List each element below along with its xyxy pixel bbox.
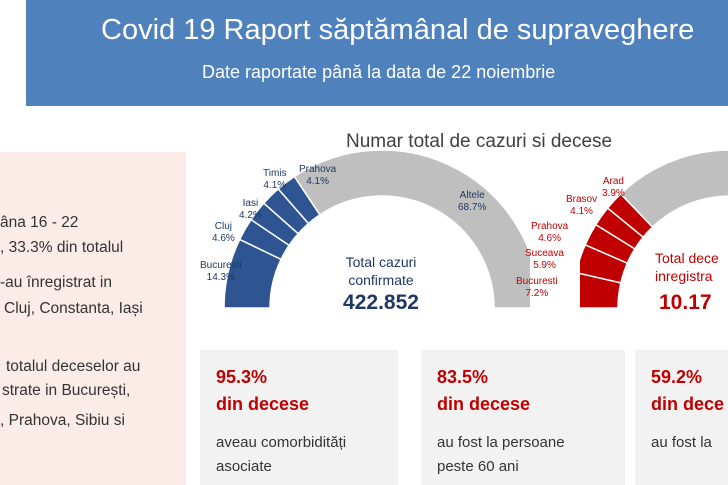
card-heading: din decese	[437, 394, 531, 414]
card-percent: 59.2%	[651, 367, 703, 387]
label-timis: Timis 4.1%	[263, 168, 287, 191]
stat-card-age: 83.5% din decese au fost la persoane pest…	[421, 350, 625, 485]
page-subtitle: Date raportate până la data de 22 noiemb…	[202, 62, 556, 82]
summary-line: , 33.3% din totalul	[0, 239, 124, 256]
stat-card-comorbidities: 95.3% din decese aveau comorbidități asoc…	[200, 350, 398, 485]
cases-total: 422.852	[343, 291, 419, 314]
deaths-segment-rest	[619, 150, 728, 229]
card-percent: 95.3%	[216, 367, 268, 387]
card-percent: 83.5%	[437, 367, 489, 387]
chart-title: Numar total de cazuri si decese	[346, 131, 613, 152]
summary-line: totalul deceselor au	[6, 358, 141, 375]
label-suceava: Suceava 5.9%	[525, 248, 564, 271]
deaths-center-label: Total dece inregistra	[655, 250, 719, 284]
cases-segment-altele	[293, 150, 530, 309]
deaths-total: 10.17	[659, 291, 712, 314]
cases-center-label: Total cazuri confirmate	[345, 254, 417, 288]
page-title: Covid 19 Raport săptămânal de supraveghe…	[101, 14, 695, 46]
card-description: au fost la	[651, 434, 712, 451]
summary-line: -au înregistrat in	[0, 274, 112, 291]
label-altele: Altele 68.7%	[458, 190, 487, 213]
label-bucuresti-deaths: Bucuresti 7.2%	[516, 276, 558, 299]
card-description: aveau comorbidități asociate	[216, 434, 347, 475]
summary-panel: âna 16 - 22 , 33.3% din totalul -au înre…	[0, 152, 186, 485]
cases-gauge	[223, 150, 530, 309]
label-iasi: Iasi 4.2%	[239, 198, 262, 221]
summary-line: strate in București,	[2, 382, 131, 399]
label-prahova-deaths: Prahova 4.6%	[531, 221, 569, 244]
label-arad: Arad 3.9%	[602, 176, 625, 199]
card-heading: din dece	[651, 394, 725, 414]
label-brasov: Brasov 4.1%	[566, 194, 598, 217]
header-banner: Covid 19 Raport săptămânal de supraveghe…	[26, 0, 728, 106]
card-description: au fost la persoane peste 60 ani	[437, 434, 565, 475]
card-heading: din decese	[216, 394, 310, 414]
summary-line: , Prahova, Sibiu si	[0, 412, 125, 429]
label-cluj: Cluj 4.6%	[212, 221, 235, 244]
deaths-gauge	[580, 150, 728, 309]
stat-card-third: 59.2% din dece au fost la	[635, 350, 728, 485]
label-prahova: Prahova 4.1%	[299, 164, 337, 187]
label-bucuresti: Bucuresti 14.3%	[200, 260, 242, 283]
summary-line: Cluj, Constanta, Iași	[4, 300, 143, 317]
summary-line: âna 16 - 22	[0, 214, 79, 231]
